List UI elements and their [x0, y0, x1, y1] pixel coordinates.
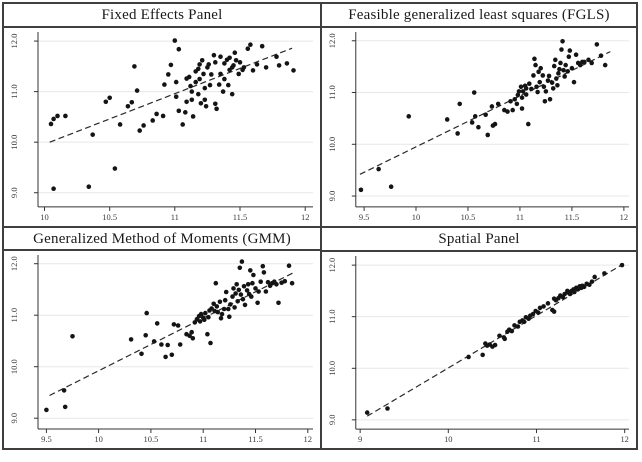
svg-text:12: 12: [620, 212, 628, 222]
svg-text:9.0: 9.0: [9, 187, 19, 198]
svg-text:12: 12: [620, 434, 628, 444]
plot-area-spatial: 9 10 11 12 9.0 10.0 11.0 12.0: [322, 252, 636, 448]
svg-text:9: 9: [358, 434, 362, 444]
svg-text:10.5: 10.5: [102, 212, 117, 222]
panel-fgls: Feasible generalized least squares (FGLS…: [320, 4, 636, 226]
svg-text:12.0: 12.0: [9, 256, 19, 271]
svg-text:9.5: 9.5: [359, 212, 370, 222]
panel-fixed-effects: Fixed Effects Panel 10 10.5 11 11.5 12 9.0 10.…: [4, 4, 320, 226]
svg-text:12.0: 12.0: [9, 34, 19, 49]
svg-text:10: 10: [94, 434, 103, 444]
scatter-plot-spatial: 9 10 11 12 9.0 10.0 11.0 12.0: [327, 255, 630, 444]
svg-text:10.5: 10.5: [143, 434, 158, 444]
svg-text:9.5: 9.5: [41, 434, 52, 444]
svg-text:10: 10: [40, 212, 48, 222]
svg-text:11.0: 11.0: [9, 84, 19, 99]
panel-title-gmm: Generalized Method of Moments (GMM): [4, 228, 320, 251]
scatter-grid: Fixed Effects Panel 10 10.5 11 11.5 12 9.0 10.…: [2, 2, 638, 450]
panel-title-fixed-effects: Fixed Effects Panel: [4, 4, 320, 28]
svg-text:12.0: 12.0: [327, 33, 337, 48]
svg-text:11.5: 11.5: [248, 434, 263, 444]
svg-text:11: 11: [516, 212, 524, 222]
svg-text:12: 12: [304, 434, 313, 444]
svg-text:11: 11: [199, 434, 207, 444]
panel-spatial: Spatial Panel 9 10 11 12 9.0 10.0 11.0 12.0: [320, 226, 636, 448]
svg-text:9.0: 9.0: [327, 415, 337, 426]
svg-text:10.0: 10.0: [327, 361, 337, 376]
svg-text:10.5: 10.5: [461, 212, 476, 222]
scatter-plot-fgls: 9.5 10 10.5 11 11.5 12 9.0 10.0 11.0 12.0: [327, 32, 630, 222]
scatter-plot-gmm: 9.5 10 10.5 11 11.5 12 9.0 10.0 11.0 12.0: [9, 255, 313, 444]
plot-area-fixed-effects: 10 10.5 11 11.5 12 9.0 10.0 11.0 12.0: [4, 28, 320, 226]
svg-text:10.0: 10.0: [327, 137, 337, 152]
plot-area-fgls: 9.5 10 10.5 11 11.5 12 9.0 10.0 11.0 12.0: [322, 28, 636, 226]
svg-text:11.5: 11.5: [233, 212, 248, 222]
svg-text:11: 11: [532, 434, 540, 444]
svg-text:11: 11: [171, 212, 179, 222]
svg-text:10: 10: [412, 212, 420, 222]
svg-text:10.0: 10.0: [9, 359, 19, 374]
svg-text:9.0: 9.0: [327, 191, 337, 202]
panel-title-spatial: Spatial Panel: [322, 228, 636, 252]
svg-text:12: 12: [301, 212, 309, 222]
panel-gmm: Generalized Method of Moments (GMM) 9.5 1…: [4, 226, 320, 448]
svg-text:9.0: 9.0: [9, 413, 19, 424]
svg-text:10.0: 10.0: [9, 135, 19, 150]
panel-title-fgls: Feasible generalized least squares (FGLS…: [322, 4, 636, 28]
svg-text:11.0: 11.0: [327, 85, 337, 100]
svg-text:11.0: 11.0: [9, 308, 19, 323]
svg-text:11.0: 11.0: [327, 309, 337, 323]
svg-text:12.0: 12.0: [327, 258, 337, 273]
plot-area-gmm: 9.5 10 10.5 11 11.5 12 9.0 10.0 11.0 12.0: [4, 251, 320, 448]
svg-text:11.5: 11.5: [565, 212, 579, 222]
svg-text:10: 10: [444, 434, 452, 444]
scatter-plot-fixed-effects: 10 10.5 11 11.5 12 9.0 10.0 11.0 12.0: [9, 32, 313, 222]
